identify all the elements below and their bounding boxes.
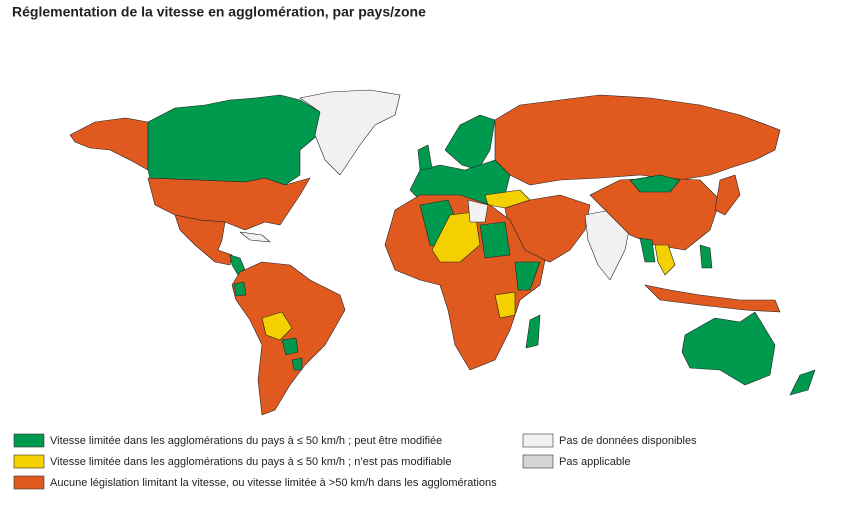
map-title: Réglementation de la vitesse en agglomér…	[12, 4, 426, 20]
legend-label: Pas applicable	[559, 456, 631, 468]
legend: Vitesse limitée dans les agglomérations …	[13, 433, 697, 490]
legend-swatch	[13, 454, 45, 469]
caribbean	[239, 231, 271, 243]
mexico	[174, 214, 233, 266]
canada	[147, 94, 321, 186]
legend-label: Pas de données disponibles	[559, 435, 697, 447]
southeast-asia	[654, 244, 676, 276]
alaska	[69, 117, 149, 171]
ecuador	[233, 281, 247, 297]
usa	[147, 177, 311, 231]
horn	[514, 261, 541, 291]
legend-swatch	[13, 433, 45, 448]
mongolia-area	[629, 174, 681, 193]
legend-label: Aucune législation limitant la vitesse, …	[50, 477, 497, 489]
australia	[681, 311, 776, 386]
uk	[417, 144, 433, 171]
libya	[467, 199, 489, 223]
legend-label: Vitesse limitée dans les agglomérations …	[50, 456, 451, 468]
bolivia	[261, 311, 293, 341]
legend-swatch	[13, 475, 45, 490]
russia	[494, 94, 781, 186]
philippines	[699, 244, 713, 269]
madagascar	[525, 314, 541, 349]
paraguay	[281, 337, 299, 356]
uruguay	[291, 357, 303, 371]
egypt-sudan	[479, 221, 511, 259]
new-zealand	[789, 369, 816, 396]
legend-swatch	[522, 433, 554, 448]
greenland	[299, 89, 401, 176]
scandinavia	[444, 114, 496, 171]
east-africa	[494, 291, 516, 319]
legend-swatch	[522, 454, 554, 469]
myanmar	[639, 237, 656, 263]
legend-label: Vitesse limitée dans les agglomérations …	[50, 435, 442, 447]
japan	[714, 174, 741, 216]
south-america	[231, 261, 346, 416]
indonesia	[644, 284, 781, 313]
world-map	[69, 89, 816, 416]
